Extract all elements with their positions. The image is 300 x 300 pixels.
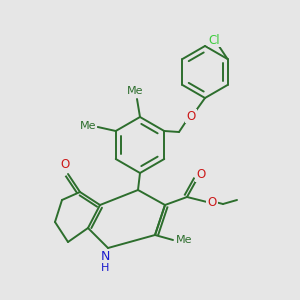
Text: O: O: [207, 196, 217, 209]
Text: Me: Me: [176, 235, 192, 245]
Text: H: H: [101, 263, 109, 273]
Text: O: O: [60, 158, 70, 172]
Text: O: O: [186, 110, 196, 122]
Text: Me: Me: [127, 86, 143, 96]
Text: Cl: Cl: [209, 34, 220, 46]
Text: O: O: [196, 169, 206, 182]
Text: Me: Me: [80, 121, 96, 131]
Text: N: N: [100, 250, 110, 263]
